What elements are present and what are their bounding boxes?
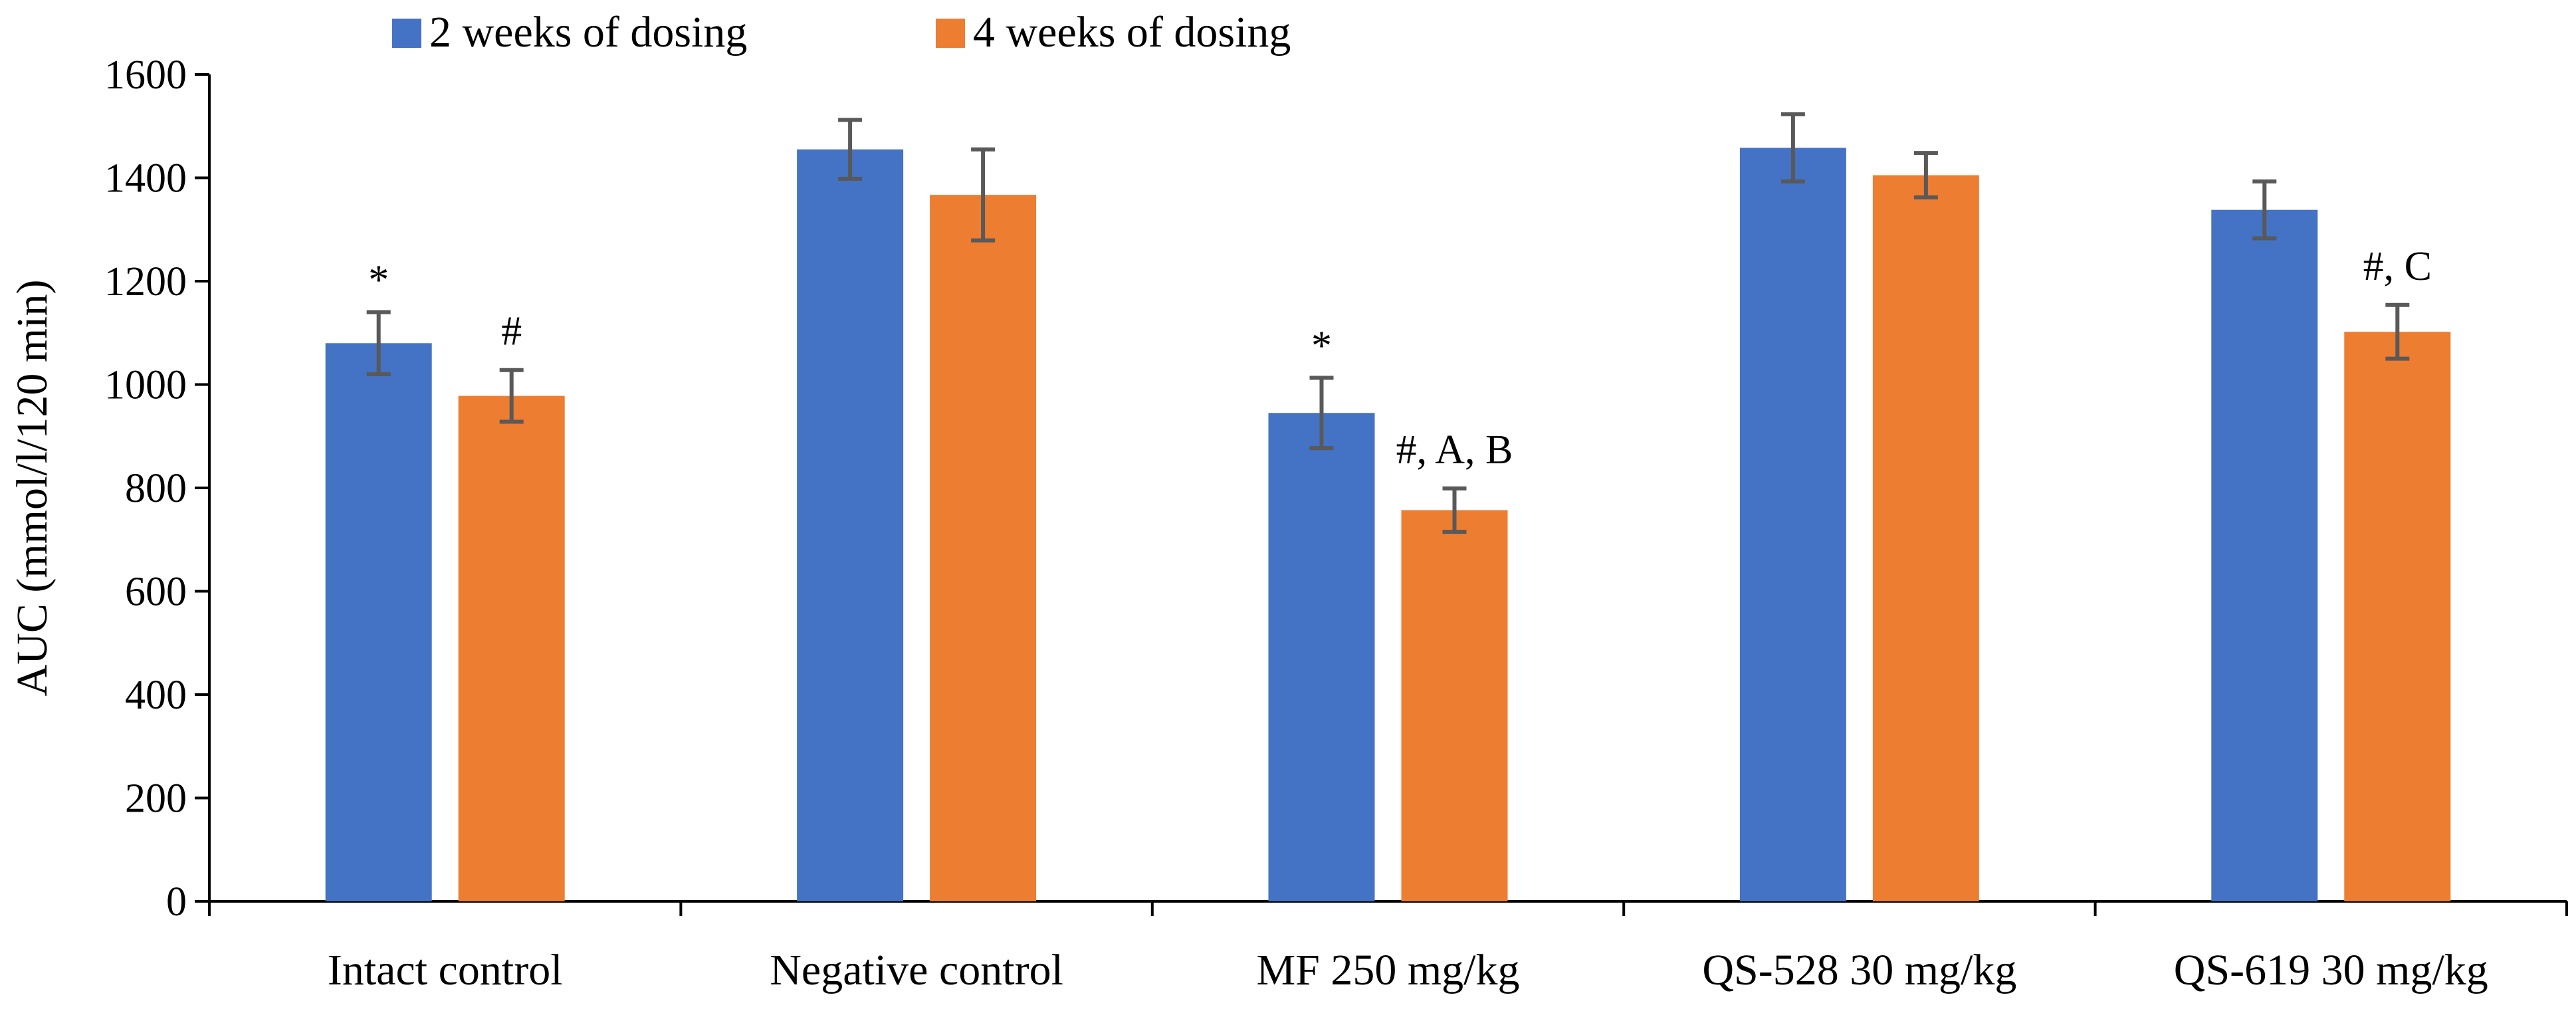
bar bbox=[797, 149, 904, 901]
legend-label: 2 weeks of dosing bbox=[429, 8, 747, 56]
y-axis-title: AUC (mmol/l/120 min) bbox=[8, 280, 56, 697]
y-tick-label: 1200 bbox=[104, 259, 187, 304]
bars bbox=[325, 148, 2451, 902]
y-tick-label: 600 bbox=[125, 570, 187, 615]
annotations: * # * #, A, B #, C bbox=[368, 244, 2432, 473]
bar bbox=[458, 395, 565, 901]
y-axis: 0 200 400 600 800 1000 1200 1400 1600 AUC (mmol/l… bbox=[8, 53, 211, 925]
significance-label: # bbox=[501, 309, 522, 354]
significance-label: * bbox=[1311, 323, 1332, 368]
legend-swatch bbox=[936, 19, 965, 48]
bar bbox=[930, 195, 1037, 902]
significance-label: #, C bbox=[2363, 244, 2432, 289]
bar bbox=[1872, 175, 1979, 901]
bar bbox=[1739, 148, 1846, 901]
bar bbox=[1268, 413, 1375, 901]
bar bbox=[2211, 209, 2318, 902]
bar bbox=[325, 343, 432, 901]
y-tick-label: 400 bbox=[125, 673, 187, 718]
significance-label: * bbox=[368, 258, 389, 303]
significance-label: #, A, B bbox=[1396, 427, 1513, 473]
x-category-label: Negative control bbox=[770, 946, 1063, 994]
y-tick-label: 200 bbox=[125, 776, 187, 822]
x-axis: Intact control Negative control MF 250 mg/… bbox=[208, 900, 2568, 994]
x-category-label: QS-528 30 mg/kg bbox=[1702, 946, 2016, 994]
legend: 2 weeks of dosing 4 weeks of dosing bbox=[392, 8, 1291, 56]
error-bars bbox=[366, 112, 2410, 534]
legend-swatch bbox=[392, 19, 421, 48]
y-tick-label: 800 bbox=[125, 466, 187, 511]
x-category-label: QS-619 30 mg/kg bbox=[2174, 946, 2488, 994]
x-category-label: Intact control bbox=[328, 946, 563, 994]
bar bbox=[2344, 332, 2451, 901]
bar bbox=[1401, 510, 1508, 901]
legend-label: 4 weeks of dosing bbox=[973, 8, 1291, 56]
y-tick-label: 1600 bbox=[104, 53, 187, 98]
x-category-label: MF 250 mg/kg bbox=[1256, 946, 1519, 994]
y-tick-label: 1000 bbox=[104, 363, 187, 408]
y-tick-label: 1400 bbox=[104, 156, 187, 201]
y-tick-label: 0 bbox=[166, 879, 187, 925]
